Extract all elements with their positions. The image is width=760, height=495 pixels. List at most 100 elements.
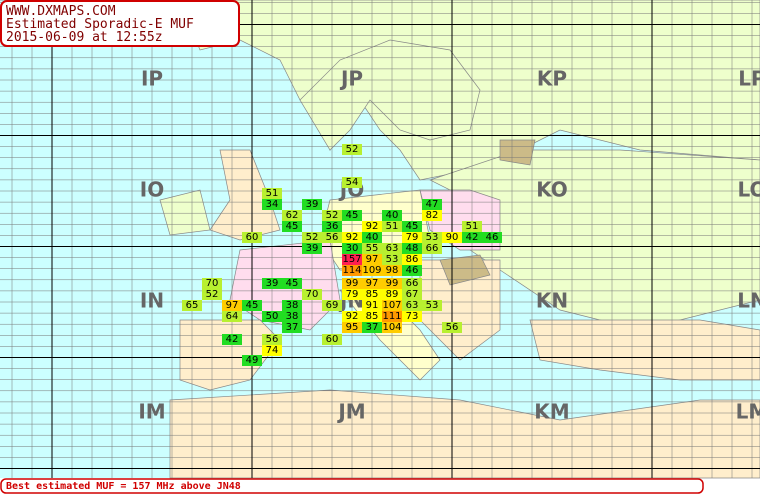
muf-value: 107 [382, 300, 401, 311]
muf-value: 95 [346, 322, 359, 333]
field-label: IN [140, 289, 164, 313]
muf-cell [242, 355, 262, 366]
muf-cell [482, 232, 502, 243]
muf-value: 55 [366, 243, 379, 254]
muf-value: 109 [362, 265, 381, 276]
muf-value: 79 [406, 232, 419, 243]
muf-value: 51 [386, 221, 399, 232]
muf-value: 36 [326, 221, 339, 232]
muf-value: 64 [226, 311, 239, 322]
field-label: LM [736, 400, 760, 424]
muf-cell [362, 232, 382, 243]
header-line: 2015-06-09 at 12:55z [6, 30, 163, 45]
muf-cell [342, 289, 362, 300]
muf-value: 38 [286, 311, 299, 322]
muf-value: 60 [246, 232, 259, 243]
muf-cell [362, 300, 382, 311]
muf-value: 53 [426, 232, 439, 243]
muf-value: 37 [366, 322, 379, 333]
muf-cell [402, 243, 422, 254]
muf-value: 85 [366, 289, 379, 300]
muf-cell [382, 210, 402, 221]
field-label: KM [534, 400, 569, 424]
muf-cell [342, 177, 362, 188]
muf-cell [342, 232, 362, 243]
muf-cell [342, 278, 362, 289]
muf-cell [402, 311, 422, 322]
muf-cell [382, 311, 402, 322]
muf-cell [442, 232, 462, 243]
muf-value: 70 [306, 289, 319, 300]
muf-cell [362, 278, 382, 289]
muf-cell [242, 300, 262, 311]
header-line: Estimated Sporadic-E MUF [6, 17, 194, 32]
muf-value: 52 [306, 232, 319, 243]
muf-value: 74 [266, 345, 279, 356]
muf-value: 37 [286, 322, 299, 333]
muf-value: 85 [366, 311, 379, 322]
muf-value: 92 [346, 311, 359, 322]
field-label: IM [138, 400, 165, 424]
muf-cell [202, 289, 222, 300]
muf-cell [462, 221, 482, 232]
muf-value: 56 [326, 232, 339, 243]
muf-value: 114 [342, 265, 361, 276]
muf-cell [342, 210, 362, 221]
muf-cell [262, 188, 282, 199]
muf-cell [342, 322, 362, 333]
muf-value: 54 [346, 177, 359, 188]
muf-cell [302, 289, 322, 300]
muf-value: 49 [246, 355, 259, 366]
muf-value: 56 [446, 322, 459, 333]
muf-cell [402, 278, 422, 289]
field-label: JP [339, 67, 363, 91]
muf-value: 63 [386, 243, 399, 254]
muf-value: 157 [342, 254, 361, 265]
muf-cell [422, 300, 442, 311]
muf-value: 52 [206, 289, 219, 300]
muf-cell [342, 243, 362, 254]
muf-cell [302, 199, 322, 210]
muf-cell [262, 199, 282, 210]
muf-cell [202, 278, 222, 289]
field-label: IO [140, 178, 164, 202]
muf-value: 48 [406, 243, 419, 254]
muf-value: 38 [286, 300, 299, 311]
muf-cell [242, 232, 262, 243]
muf-cell [402, 265, 422, 276]
muf-value: 45 [346, 210, 359, 221]
muf-value: 45 [286, 278, 299, 289]
muf-cell [402, 232, 422, 243]
muf-cell [422, 232, 442, 243]
muf-cell [262, 334, 282, 345]
muf-cell [222, 311, 242, 322]
muf-value: 86 [406, 254, 419, 265]
muf-cell [402, 254, 422, 265]
field-label: LO [737, 178, 760, 202]
muf-value: 66 [426, 243, 439, 254]
muf-cell [322, 300, 342, 311]
muf-value: 97 [226, 300, 239, 311]
muf-cell [382, 322, 402, 333]
muf-value: 51 [466, 221, 479, 232]
muf-cell [322, 210, 342, 221]
muf-value: 52 [326, 210, 339, 221]
muf-cell [382, 243, 402, 254]
muf-cell [362, 254, 382, 265]
muf-cell [382, 278, 402, 289]
muf-value: 98 [386, 265, 399, 276]
muf-value: 91 [366, 300, 379, 311]
muf-value: 99 [346, 278, 359, 289]
muf-value: 46 [406, 265, 419, 276]
field-label: IP [141, 67, 163, 91]
field-label: JM [336, 400, 365, 424]
muf-value: 104 [382, 322, 401, 333]
muf-value: 42 [466, 232, 479, 243]
footer-text: Best estimated MUF = 157 MHz above JN48 [6, 480, 241, 492]
muf-cell [282, 210, 302, 221]
muf-cell [222, 300, 242, 311]
muf-cell [382, 254, 402, 265]
muf-value: 47 [426, 199, 439, 210]
muf-value: 62 [286, 210, 299, 221]
